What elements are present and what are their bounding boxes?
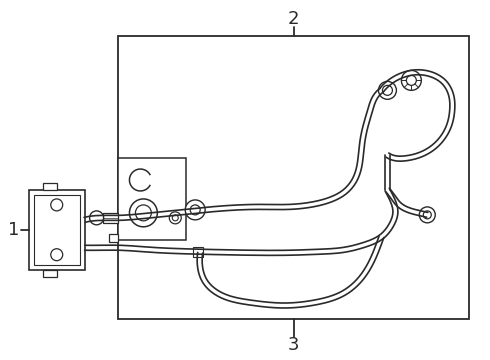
Circle shape [172,215,178,221]
Bar [34,195,80,265]
Circle shape [378,81,396,99]
Circle shape [129,199,157,227]
Circle shape [423,211,431,219]
Bar [119,36,469,319]
Circle shape [51,199,63,211]
Bar [193,247,203,257]
Bar [119,158,186,240]
Circle shape [401,71,421,90]
Text: 1: 1 [8,221,20,239]
Circle shape [383,85,392,95]
Circle shape [190,205,200,215]
Bar [108,234,119,242]
Circle shape [169,212,181,224]
Text: 2: 2 [288,10,299,28]
Circle shape [406,75,416,85]
Circle shape [51,249,63,261]
Circle shape [419,207,435,223]
Circle shape [90,211,103,225]
Circle shape [135,205,151,221]
Bar [102,213,119,223]
Text: 3: 3 [288,336,299,354]
Bar [43,270,57,276]
Bar [29,190,85,270]
Bar [43,183,57,190]
Circle shape [185,200,205,220]
